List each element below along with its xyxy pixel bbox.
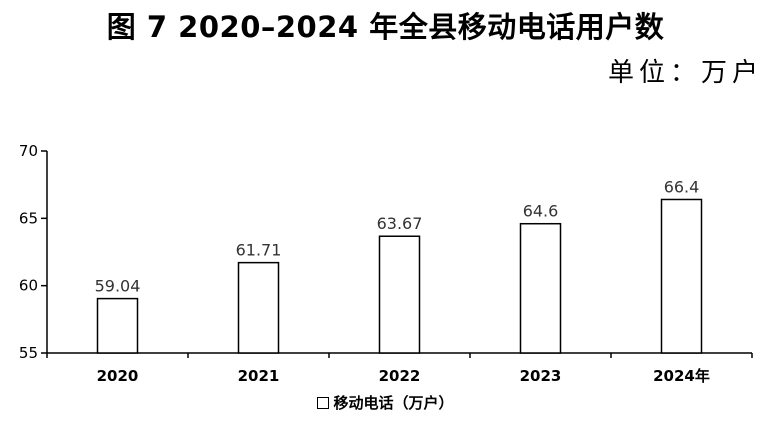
bar (660, 198, 703, 354)
data-label: 64.6 (523, 202, 559, 221)
bar (519, 222, 562, 354)
data-label: 61.71 (236, 241, 282, 260)
legend-label: 移动电话（万户） (333, 394, 454, 412)
bar (96, 297, 139, 354)
y-tick-label: 60 (19, 277, 38, 295)
x-category-label: 2022 (379, 367, 421, 385)
legend: 移动电话（万户） (0, 392, 771, 413)
x-category-label: 2024年 (653, 367, 710, 385)
x-category-label: 2020 (97, 367, 139, 385)
legend-swatch (317, 397, 330, 409)
x-category-label: 2023 (520, 367, 562, 385)
y-tick-label: 65 (19, 209, 38, 227)
bars (96, 198, 703, 354)
data-labels: 59.04 61.71 63.67 64.6 66.4 (95, 177, 700, 295)
unit-label: 单位：万户 (607, 58, 763, 88)
y-tick-label: 55 (19, 344, 38, 362)
x-category-label: 2021 (238, 367, 280, 385)
data-label: 59.04 (95, 277, 141, 296)
x-axis: 2020 2021 2022 2023 2024年 (46, 352, 753, 385)
bar (378, 235, 421, 354)
chart-title: 图 7 2020–2024 年全县移动电话用户数 (106, 10, 665, 44)
data-label: 63.67 (377, 214, 423, 233)
bar (237, 261, 280, 354)
y-tick-label: 70 (19, 142, 38, 160)
data-label: 66.4 (664, 177, 700, 196)
y-axis: 55 60 65 70 (19, 142, 48, 362)
